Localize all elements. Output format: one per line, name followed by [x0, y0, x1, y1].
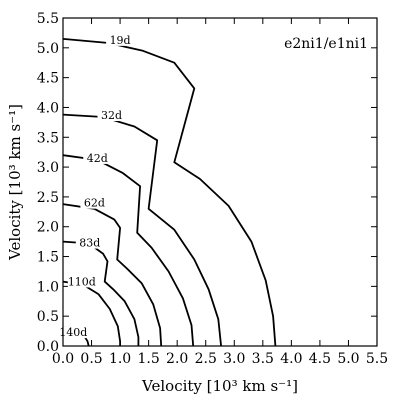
x-tick-label: 3.5: [252, 351, 274, 367]
plot-frame: [62, 17, 378, 347]
contour-line-62d: [62, 203, 163, 347]
contour-label-bg: [83, 151, 112, 164]
contour-label-140d: 140d: [59, 326, 87, 339]
y-tick-label: 4.0: [37, 100, 59, 116]
contour-label-bg: [59, 326, 88, 339]
x-tick-label: 1.5: [138, 351, 160, 367]
contour-label-bg: [97, 108, 126, 121]
x-tick-label: 2.0: [166, 351, 188, 367]
y-tick-label: 3.5: [37, 130, 59, 146]
y-tick-label: 3.0: [37, 160, 59, 176]
contour-label-110d: 110d: [68, 275, 96, 288]
y-tick-label: 0.5: [37, 309, 59, 325]
axis-ticks: [62, 17, 378, 347]
x-tick-label: 5.5: [366, 351, 388, 367]
x-tick-label: 1.0: [109, 351, 131, 367]
contour-label-bg: [75, 236, 104, 249]
x-tick-label: 4.5: [309, 351, 331, 367]
y-axis-title: Velocity [10³ km s⁻¹]: [6, 104, 24, 261]
y-tick-label: 2.0: [37, 220, 59, 236]
x-tick-label: 5.0: [337, 351, 359, 367]
x-tick-label: 3.0: [223, 351, 245, 367]
y-tick-label: 1.5: [37, 250, 59, 266]
contour-labels: 19d 32d 42d 62d 83d 110d 140d: [59, 33, 135, 339]
x-tick-labels: 0.0 0.5 1.0 1.5 2.0 2.5 3.0 3.5 4.0 4.5 5.0 5.5: [52, 351, 388, 367]
y-tick-label: 2.5: [37, 190, 59, 206]
contour-label-83d: 83d: [79, 237, 100, 250]
x-axis-title: Velocity [10³ km s⁻¹]: [141, 377, 298, 395]
panel-label: e2ni1/e1ni1: [284, 36, 368, 52]
y-tick-label: 1.0: [37, 279, 59, 295]
x-tick-label: 0.5: [80, 351, 102, 367]
contour-line-32d: [62, 113, 222, 347]
contour-label-bg: [106, 33, 135, 46]
contour-lines: [62, 38, 277, 347]
contour-line-42d: [62, 154, 195, 347]
x-tick-label: 2.5: [195, 351, 217, 367]
contour-label-bg: [67, 275, 96, 288]
x-tick-label: 0.0: [52, 351, 74, 367]
contour-label-62d: 62d: [84, 197, 105, 210]
contour-label-bg: [80, 196, 109, 209]
x-tick-label: 4.0: [280, 351, 302, 367]
y-tick-label: 4.5: [37, 71, 59, 87]
contour-label-32d: 32d: [101, 109, 122, 122]
y-tick-labels: 0.0 0.5 1.0 1.5 2.0 2.5 3.0 3.5 4.0 4.5 5.0 5.5: [37, 11, 59, 355]
y-tick-label: 5.0: [37, 41, 59, 57]
contour-label-42d: 42d: [87, 152, 108, 165]
contour-line-19d: [62, 38, 277, 347]
y-tick-label: 0.0: [37, 339, 59, 355]
y-tick-label: 5.5: [37, 11, 59, 27]
contour-label-19d: 19d: [110, 34, 131, 47]
